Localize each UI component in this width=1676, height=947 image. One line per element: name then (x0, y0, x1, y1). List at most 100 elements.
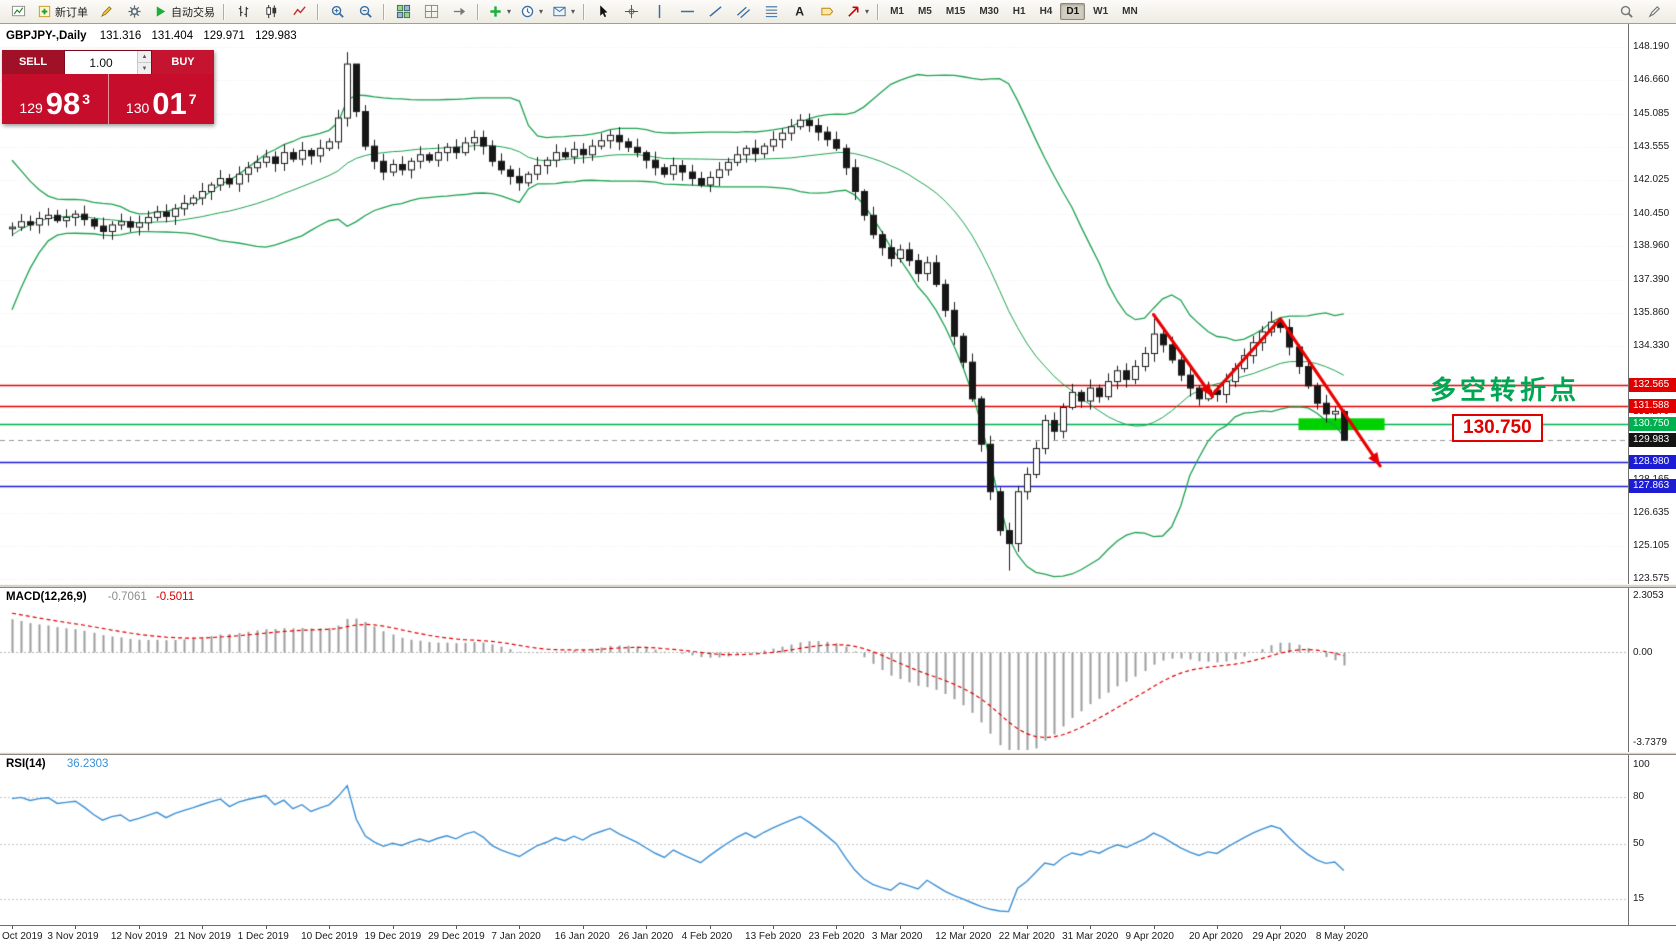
auto-arrange-button[interactable] (417, 1, 445, 23)
new-order-button[interactable]: 新订单 (32, 1, 92, 23)
vline-button[interactable] (645, 1, 673, 23)
rsi-panel: RSI(14) 36.2303 100 80 50 15 (0, 755, 1676, 925)
buy-price-button[interactable]: 130 01 7 (109, 74, 215, 124)
macd-canvas[interactable] (0, 588, 1628, 752)
ohlc-low: 129.971 (203, 30, 245, 42)
trade-panel-divider (107, 74, 109, 124)
cursor-button[interactable] (589, 1, 617, 23)
buy-button[interactable]: BUY (151, 50, 214, 74)
price-level-annotation[interactable]: 130.750 (1452, 414, 1543, 442)
toolbar-group-standard: 新订单 自动交易 (4, 1, 219, 23)
buy-price-pip: 7 (188, 91, 197, 107)
price-badge: 128.980 (1629, 454, 1676, 469)
fibonacci-icon (763, 4, 779, 20)
tile-windows-button[interactable] (389, 1, 417, 23)
panel-splitter[interactable] (0, 752, 1676, 755)
rsi-value: 36.2303 (66, 758, 109, 770)
trendline-button[interactable] (701, 1, 729, 23)
timeframe-d1[interactable]: D1 (1060, 3, 1086, 20)
date-tick-mark (12, 926, 13, 929)
panel-splitter[interactable] (0, 584, 1676, 588)
chevron-down-icon: ▾ (507, 7, 512, 16)
fibonacci-button[interactable] (757, 1, 785, 23)
turning-point-annotation[interactable]: 多空转折点 (1430, 375, 1581, 405)
edit-button[interactable] (1640, 1, 1668, 23)
crosshair-button[interactable] (617, 1, 645, 23)
toolbar-group-chart-type (229, 1, 313, 23)
hline-icon (679, 4, 695, 20)
periods-button[interactable]: ▾ (515, 1, 547, 23)
date-label: 13 Feb 2020 (745, 931, 802, 942)
rsi-canvas[interactable] (0, 755, 1628, 925)
macd-tick: 0.00 (1633, 646, 1653, 658)
date-label: 26 Jan 2020 (618, 931, 674, 942)
sell-price-button[interactable]: 129 98 3 (2, 74, 108, 124)
macd-panel: MACD(12,26,9) -0.7061 -0.5011 2.3053 0.00… (0, 588, 1676, 752)
ohlc-high: 131.404 (151, 30, 194, 42)
price-axis[interactable]: 148.190 146.660 145.085 143.555 142.025 140.4… (1628, 24, 1676, 584)
options-icon (126, 4, 142, 20)
date-tick-mark (836, 926, 837, 929)
search-button[interactable] (1612, 1, 1640, 23)
sell-button[interactable]: SELL (2, 50, 65, 74)
text-button[interactable]: A (785, 1, 813, 23)
metaeditor-button[interactable] (92, 1, 120, 23)
price-tick: 145.085 (1633, 108, 1670, 120)
periods-icon (519, 4, 535, 20)
price-tick: 123.575 (1633, 572, 1670, 584)
hline-button[interactable] (673, 1, 701, 23)
toolbar-separator (317, 3, 319, 20)
label-button[interactable] (813, 1, 841, 23)
price-tick: 140.450 (1633, 208, 1670, 220)
candlestick-chart-button[interactable] (257, 1, 285, 23)
macd-axis[interactable]: 2.3053 0.00 -3.7379 (1628, 588, 1676, 752)
chart-symbol-period: GBPJPY-,Daily (6, 30, 87, 42)
price-tick: 143.555 (1633, 141, 1670, 153)
templates-button[interactable]: ▾ (547, 1, 579, 23)
new-chart-button[interactable] (4, 1, 32, 23)
indicators-icon (487, 4, 503, 20)
date-label: 3 Mar 2020 (871, 931, 923, 942)
toolbar-group-timeframes: M1 M5 M15 M30 H1 H4 D1 W1 MN (883, 3, 1145, 20)
search-icon (1618, 4, 1634, 20)
timeframe-h1[interactable]: H1 (1012, 6, 1026, 17)
volume-increase-button[interactable]: ▲ (138, 51, 151, 63)
rsi-tick: 80 (1633, 790, 1645, 802)
autotrading-button[interactable]: 自动交易 (148, 1, 219, 23)
volume-field[interactable]: 1.00 ▲ ▼ (65, 50, 151, 74)
zoom-in-button[interactable] (323, 1, 351, 23)
volume-decrease-button[interactable]: ▼ (138, 63, 151, 74)
options-button[interactable] (120, 1, 148, 23)
date-tick-mark (963, 926, 964, 929)
timeframe-m1[interactable]: M1 (890, 6, 904, 17)
date-tick-mark (773, 926, 774, 929)
volume-value[interactable]: 1.00 (89, 55, 113, 70)
rsi-axis[interactable]: 100 80 50 15 (1628, 755, 1676, 925)
date-label: 29 Dec 2019 (427, 931, 485, 942)
timeframe-m15[interactable]: M15 (945, 6, 966, 17)
channel-icon (735, 4, 751, 20)
main-chart-canvas[interactable] (0, 24, 1628, 584)
toolbar-group-insert: ▾ ▾ ▾ (483, 1, 579, 23)
date-tick-mark (519, 926, 520, 929)
timeframe-w1[interactable]: W1 (1093, 6, 1109, 17)
zoom-out-button[interactable] (351, 1, 379, 23)
time-axis[interactable]: Oct 2019 3 Nov 2019 12 Nov 2019 21 Nov 2019… (0, 925, 1676, 947)
date-label: 4 Feb 2020 (681, 931, 733, 942)
macd-tick: 2.3053 (1633, 590, 1664, 601)
channel-button[interactable] (729, 1, 757, 23)
auto-arrange-icon (423, 4, 439, 20)
indicators-button[interactable]: ▾ (483, 1, 515, 23)
date-tick-mark (329, 926, 330, 929)
timeframe-m5[interactable]: M5 (917, 6, 932, 17)
timeframe-m30[interactable]: M30 (979, 6, 999, 17)
timeframe-h4[interactable]: H4 (1039, 6, 1053, 17)
bar-chart-button[interactable] (229, 1, 257, 23)
line-chart-button[interactable] (285, 1, 313, 23)
arrow-button[interactable]: ▾ (841, 1, 873, 23)
date-tick-mark (583, 926, 584, 929)
chevron-down-icon: ▾ (865, 7, 870, 16)
chart-shift-button[interactable] (445, 1, 473, 23)
cursor-icon (595, 4, 611, 20)
timeframe-mn[interactable]: MN (1122, 6, 1138, 17)
